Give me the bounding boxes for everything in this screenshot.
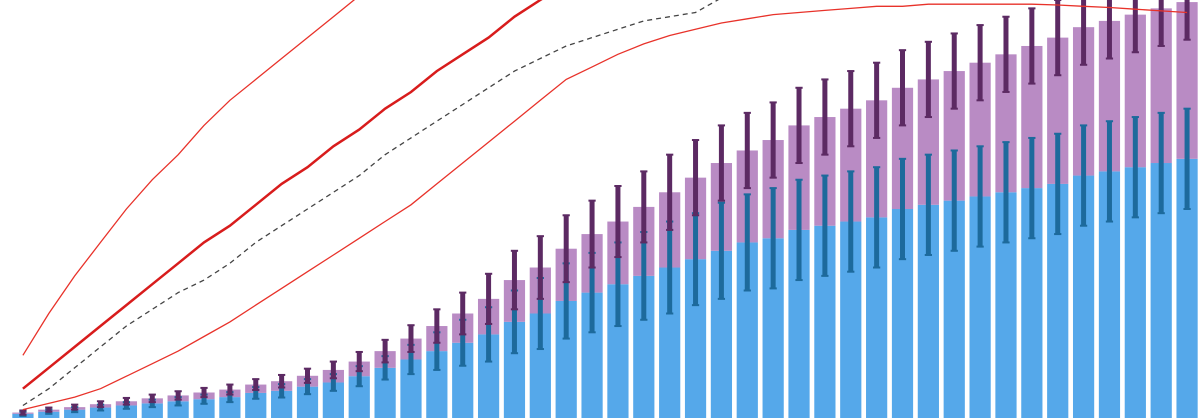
- bar-segment: [38, 411, 60, 418]
- bar-segment: [814, 117, 836, 226]
- bar-segment: [1021, 188, 1043, 418]
- bar-segment: [1150, 163, 1172, 418]
- bar-segment: [322, 382, 344, 418]
- bar-segment: [840, 108, 862, 222]
- bar-segment: [374, 367, 396, 418]
- bar-segment: [426, 351, 448, 418]
- bar-segment: [348, 376, 370, 418]
- bar-segment: [64, 409, 86, 418]
- bar-segment: [995, 54, 1017, 193]
- bar-segment: [296, 386, 319, 418]
- bar-segment: [659, 267, 681, 418]
- bar-segment: [452, 342, 474, 418]
- bar-segment: [607, 284, 629, 418]
- bar-segment: [943, 200, 965, 418]
- bar-segment: [1047, 37, 1069, 184]
- bar-segment: [1072, 175, 1095, 418]
- bar-segment: [866, 100, 888, 218]
- bar-segment: [891, 209, 914, 418]
- bar-segment: [555, 300, 577, 418]
- bar-segment: [529, 313, 551, 418]
- line: [22, 0, 543, 390]
- bar-segment: [762, 238, 784, 418]
- bar-segment: [943, 71, 965, 201]
- bar-segment: [400, 359, 422, 418]
- bar-segment: [891, 87, 914, 209]
- bar-segment: [1047, 183, 1069, 418]
- bar-segment: [581, 292, 603, 418]
- bar-segment: [167, 401, 189, 418]
- bar-segment: [1124, 14, 1146, 168]
- bar-segment: [1150, 8, 1172, 164]
- plot-area: [12, 0, 1198, 418]
- bar-segment: [684, 259, 707, 418]
- bar-segment: [1124, 167, 1146, 418]
- bar-segment: [1021, 45, 1043, 189]
- bar-segment: [115, 405, 138, 418]
- bar-segment: [917, 204, 939, 418]
- line: [22, 0, 719, 407]
- bar-segment: [969, 62, 991, 197]
- bar-segment: [1176, 158, 1198, 418]
- bar-segment: [969, 196, 991, 418]
- bar-segment: [245, 392, 267, 418]
- bar-segment: [840, 221, 862, 418]
- bar-segment: [633, 275, 655, 418]
- line: [22, 3, 1188, 411]
- bar-segment: [1176, 2, 1198, 159]
- bar-segment: [917, 79, 939, 205]
- bar-segment: [219, 397, 241, 418]
- bar-segment: [736, 242, 758, 418]
- bar-segment: [788, 125, 810, 230]
- line: [22, 0, 356, 356]
- bar-segment: [866, 217, 888, 418]
- bar-segment: [710, 250, 733, 418]
- bar-segment: [1098, 171, 1121, 418]
- bar-segment: [477, 334, 500, 418]
- bar-segment: [788, 229, 810, 418]
- bar-segment: [271, 390, 293, 418]
- bar-segment: [193, 399, 215, 418]
- bar-segment: [814, 225, 836, 418]
- bar-segment: [503, 321, 526, 418]
- bar-segment: [89, 407, 112, 418]
- bar-segment: [1072, 27, 1095, 176]
- bar-segment: [1098, 20, 1121, 172]
- bar-segment: [995, 192, 1017, 418]
- bar-segment: [141, 403, 163, 418]
